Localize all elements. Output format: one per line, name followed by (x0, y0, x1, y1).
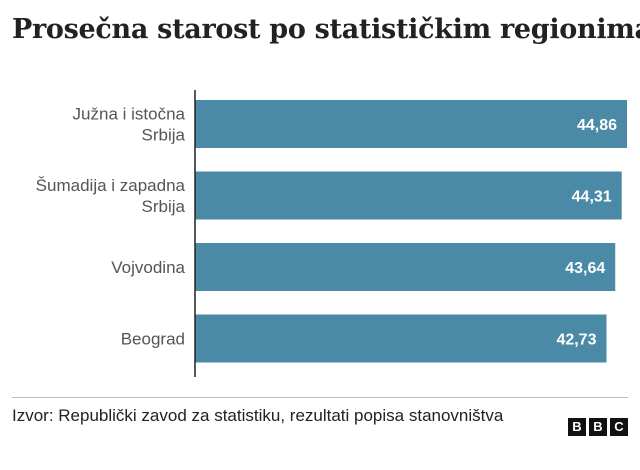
bar-value-label-1: 44,31 (572, 189, 612, 206)
logo-letter-c: C (610, 418, 628, 436)
bar-chart: 44,86 Južna i istočna Srbija 44,31 Šumadija … (36, 90, 627, 377)
category-label-2: Vojvodina (111, 258, 185, 277)
bar-value-label-3: 42,73 (556, 332, 596, 349)
logo-letter-b2: B (589, 418, 607, 436)
bars-group: 44,86 Južna i istočna Srbija 44,31 Šumadija … (36, 100, 627, 363)
source-note: Izvor: Republički zavod za statistiku, r… (12, 406, 504, 425)
bar-2 (195, 243, 616, 291)
footer-divider (12, 397, 628, 398)
bar-0 (195, 100, 627, 148)
bar-1 (195, 171, 622, 220)
bar-value-label-2: 43,64 (565, 260, 605, 277)
category-label-3: Beograd (121, 330, 185, 349)
category-label-1: Šumadija i zapadna Srbija (36, 176, 186, 216)
bar-value-label-0: 44,86 (577, 117, 617, 134)
logo-letter-b1: B (568, 418, 586, 436)
bbc-logo: B B C (568, 418, 628, 436)
category-label-0: Južna i istočna Srbija (73, 105, 186, 145)
bar-3 (195, 314, 607, 363)
chart-title: Prosečna starost po statističkim regioni… (12, 14, 640, 45)
